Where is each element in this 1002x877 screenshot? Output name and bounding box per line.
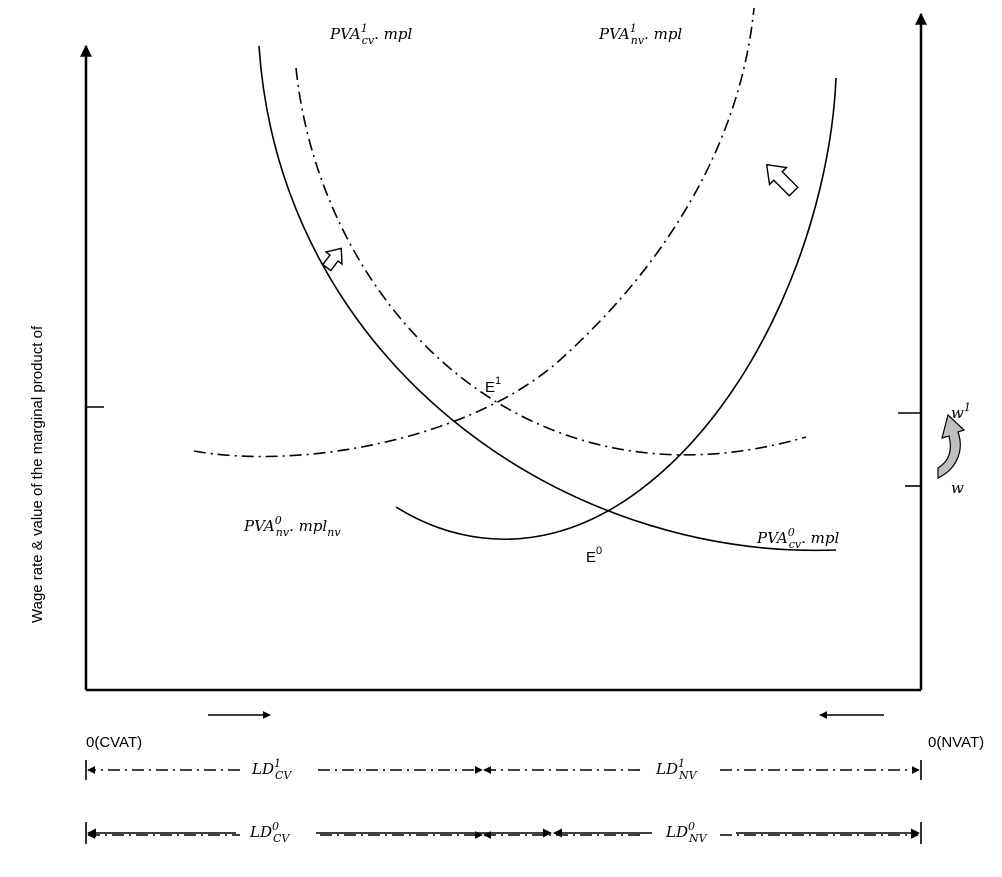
curve-pva-nv-1: [193, 7, 755, 458]
shift-arrow-nv: [765, 163, 799, 197]
y-axis-label: Wage rate & value of the marginal produc…: [29, 325, 46, 623]
label-ld-nv-1: LD1 NV: [655, 757, 698, 782]
label-pva-nv-0: PVA0 nv. mplnv: [243, 514, 341, 539]
shift-arrow-cv: [321, 247, 343, 272]
label-pva-cv-0: PVA0 cv. mpl: [756, 526, 839, 551]
label-pva-nv-1: PVA1 nv. mpl: [598, 22, 682, 47]
origin-nvat: 0(NVAT): [928, 734, 984, 751]
label-e0: E0: [586, 545, 602, 566]
axes: [80, 12, 927, 692]
curve-pva-cv-0: [258, 45, 837, 552]
label-w0: w: [951, 479, 964, 497]
wage-shift-arrow: [937, 413, 966, 479]
origin-cvat: 0(CVAT): [86, 734, 142, 751]
curves: [193, 7, 837, 552]
label-ld-cv-1: LD1 CV: [251, 757, 292, 782]
curve-pva-nv-0: [395, 77, 837, 540]
label-ld-cv-0: LD0 CV: [249, 820, 290, 845]
label-e1: E1: [485, 375, 501, 396]
label-pva-cv-1: PVA1 cv. mpl: [329, 22, 412, 47]
span-rows: [85, 760, 922, 844]
label-ld-nv-0: LD0 NV: [665, 820, 708, 845]
curve-pva-cv-1: [295, 67, 807, 456]
label-w1: w1: [951, 401, 971, 422]
